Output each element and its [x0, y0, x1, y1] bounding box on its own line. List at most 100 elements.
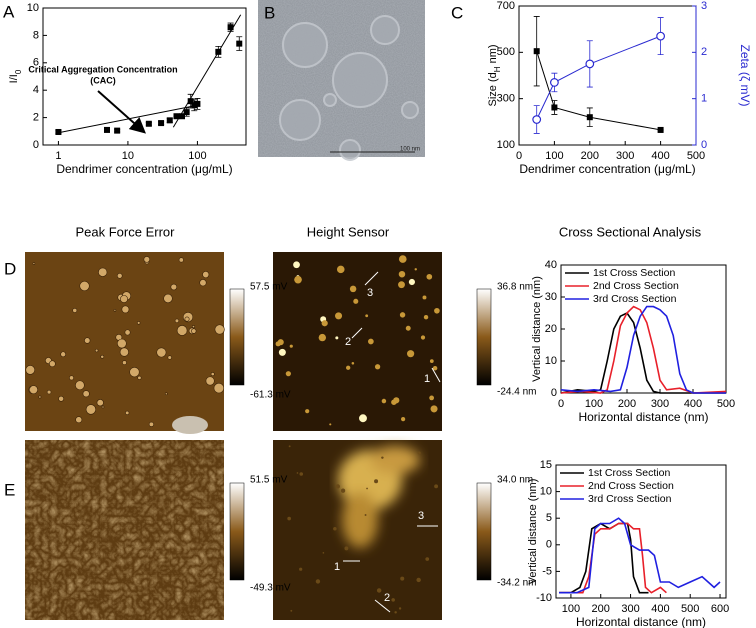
x-tick-label: 300	[621, 603, 639, 615]
y-tick-label: 500	[497, 46, 515, 58]
particle	[400, 576, 405, 581]
y-tick-label: 4	[33, 84, 39, 96]
fit-line	[58, 104, 198, 134]
colorbar-min: -49.3 mV	[250, 583, 291, 594]
colorbar	[476, 482, 492, 581]
y-axis-label-part: I/I	[8, 74, 20, 83]
x-tick-label: 100	[545, 150, 563, 162]
particle	[29, 385, 38, 395]
marker	[194, 100, 201, 107]
annotation: Critical Aggregation Concentration	[28, 64, 177, 74]
particle	[129, 367, 140, 378]
particle	[287, 516, 292, 521]
particle	[164, 392, 168, 396]
x-tick-label: 400	[651, 150, 669, 162]
x-tick-label: 0	[558, 398, 564, 410]
particle	[381, 456, 384, 459]
y-tick-label: 40	[545, 259, 557, 271]
particle	[205, 376, 215, 386]
section-label: 1	[334, 561, 340, 573]
particle	[199, 279, 207, 287]
particle	[178, 257, 184, 263]
particle	[417, 451, 421, 455]
x-tick-label: 300	[651, 398, 669, 410]
particle	[167, 355, 172, 360]
panel-label: C	[451, 3, 463, 22]
particle	[398, 281, 405, 289]
particle	[69, 375, 74, 381]
colorbar-min: -24.4 nm	[497, 387, 536, 398]
particle	[340, 488, 346, 493]
y-tick-label: 100	[497, 139, 515, 151]
section-line	[374, 599, 391, 613]
particle	[376, 588, 382, 593]
section-line	[351, 327, 363, 339]
particle	[359, 414, 367, 423]
particle	[405, 325, 411, 331]
particle	[119, 347, 129, 357]
particle	[120, 295, 128, 303]
particle	[401, 416, 406, 422]
vesicle	[370, 15, 400, 45]
panel-label: A	[3, 2, 15, 21]
vesicle	[282, 22, 328, 68]
particle	[32, 262, 36, 265]
y-tick-label: 0	[33, 139, 39, 151]
y-tick-label: 300	[497, 93, 515, 105]
x-tick-label: 200	[618, 398, 636, 410]
particle	[434, 484, 439, 489]
section-labels: 3 2 1 3 1 2	[334, 287, 430, 604]
particle	[408, 278, 416, 286]
x-tick-label: 400	[684, 398, 702, 410]
annotation-arrow	[97, 90, 146, 134]
particle	[38, 395, 42, 399]
marker	[236, 40, 243, 47]
section-label: 2	[384, 592, 390, 604]
particle	[143, 256, 151, 263]
particle	[75, 416, 83, 424]
particle	[365, 314, 369, 318]
particle	[322, 552, 325, 554]
legend-label: 3rd Cross Section	[593, 293, 677, 305]
marker	[187, 98, 194, 105]
y-tick-label: 8	[33, 29, 39, 41]
particle	[294, 275, 302, 284]
particle	[96, 399, 104, 407]
y-tick-label: 6	[33, 57, 39, 69]
particle	[398, 607, 402, 610]
particle	[391, 598, 395, 602]
x-tick-label: 1	[55, 150, 61, 162]
legend-label: 2nd Cross Section	[588, 480, 674, 492]
section-label: 3	[367, 287, 373, 299]
x-axis-label: Horizontal distance (nm)	[578, 410, 708, 424]
annotation: (CAC)	[90, 75, 116, 85]
marker	[173, 113, 180, 120]
y2-tick-label: 1	[701, 93, 707, 105]
y2-tick-label: 2	[701, 46, 707, 58]
plot-frame	[518, 5, 697, 146]
x-axis-label: Dendrimer concentration (μg/mL)	[56, 162, 232, 176]
marker	[114, 127, 121, 134]
marker	[586, 114, 593, 121]
particle	[407, 350, 415, 358]
panel-label: B	[264, 3, 275, 22]
marker	[532, 115, 542, 124]
vesicle	[279, 99, 321, 141]
particle	[420, 335, 426, 340]
particle	[425, 557, 430, 561]
particle	[148, 421, 154, 427]
x-tick-label: 0	[516, 150, 522, 162]
vesicle	[339, 139, 361, 161]
x-tick-label: 10	[122, 150, 134, 162]
section-label: 3	[418, 510, 424, 522]
particle	[174, 318, 180, 323]
particle	[125, 410, 130, 415]
particle	[374, 364, 381, 370]
colorbar-max: 34.0 nm	[497, 475, 533, 486]
colorbar	[229, 482, 245, 581]
y-tick-label: 20	[545, 323, 557, 335]
marker	[191, 102, 198, 109]
y-tick-label: 10	[540, 486, 552, 498]
vesicle	[401, 101, 419, 119]
